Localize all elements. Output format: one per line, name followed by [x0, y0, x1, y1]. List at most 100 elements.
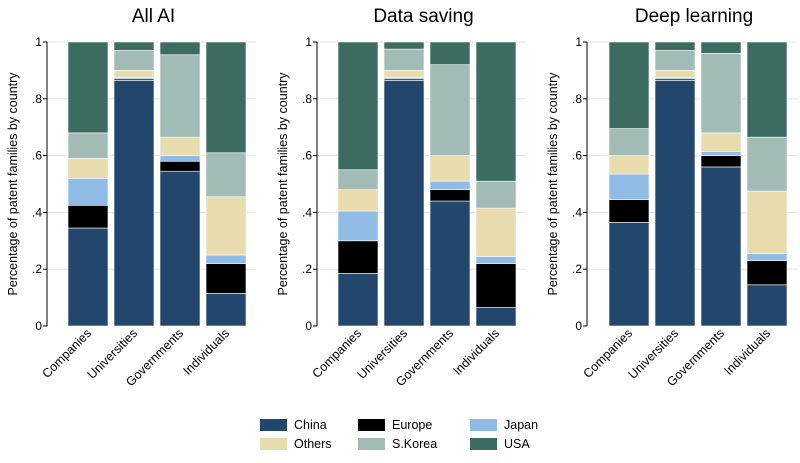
- bar-segment: [475, 180, 517, 209]
- legend-item: Europe: [358, 418, 432, 432]
- bar-segment: [113, 80, 155, 327]
- bar-segment: [654, 50, 696, 71]
- category-label: Individuals: [180, 326, 232, 378]
- bar-segment: [700, 166, 742, 327]
- chart-panel-2: Data saving 0 .2 .4 .6 .8 1 Percentage of paten…: [276, 6, 526, 389]
- y-tick-label: 1: [305, 35, 312, 49]
- bar-segment: [205, 254, 247, 264]
- bar-segment: [475, 207, 517, 257]
- bar-segment: [475, 41, 517, 182]
- chart-panel-1: All AI 0 .2 .4 .6 .8 1 Percentage of patent fam…: [6, 6, 256, 389]
- bar-segment: [205, 196, 247, 256]
- bar-segment: [159, 170, 201, 327]
- y-tick-label: 0: [305, 319, 312, 333]
- bar-segment: [159, 54, 201, 138]
- bar-segment: [608, 155, 650, 175]
- legend-label: Japan: [504, 418, 538, 432]
- chart-panels: All AI 0 .2 .4 .6 .8 1 Percentage of patent fam…: [6, 6, 797, 389]
- bar-segment: [337, 169, 379, 190]
- legend-swatch: [470, 438, 497, 450]
- chart-panel-3: Deep learning 0 .2 .4 .6 .8 1 Percentage of pat…: [546, 6, 797, 389]
- legend-label: China: [294, 418, 327, 432]
- bar-segment: [67, 41, 109, 134]
- bar-segment: [608, 222, 650, 327]
- bar-segment: [608, 199, 650, 223]
- bar-segment: [429, 64, 471, 156]
- bar-segment: [67, 178, 109, 206]
- legend-item: USA: [470, 437, 530, 451]
- y-tick-label: .6: [32, 149, 42, 163]
- bar-segment: [746, 284, 788, 327]
- bar-segment: [746, 41, 788, 138]
- bar-segment: [337, 273, 379, 327]
- y-axis-label: Percentage of patent families by country: [6, 72, 20, 296]
- bar-segment: [654, 41, 696, 51]
- legend-swatch: [358, 438, 385, 450]
- bar-segment: [159, 160, 201, 172]
- y-tick-label: 0: [575, 319, 582, 333]
- bar-segment: [337, 41, 379, 171]
- y-axis-label: Percentage of patent families by country: [546, 72, 560, 296]
- bar-segment: [654, 70, 696, 78]
- y-tick-label: .8: [572, 92, 582, 106]
- bar-segment: [67, 205, 109, 229]
- bar-segment: [700, 151, 742, 156]
- bar-segment: [608, 128, 650, 156]
- bar-segment: [383, 41, 425, 50]
- bar-segment: [337, 189, 379, 212]
- y-tick-label: .2: [572, 262, 582, 276]
- chart-title: Deep learning: [635, 6, 753, 27]
- legend-swatch: [260, 438, 287, 450]
- y-tick-label: .2: [32, 262, 42, 276]
- bar-segment: [475, 263, 517, 308]
- y-tick-label: .8: [32, 92, 42, 106]
- y-tick-label: .4: [32, 205, 42, 219]
- y-tick-label: 0: [35, 319, 42, 333]
- bar-segment: [429, 155, 471, 182]
- bar-segment: [608, 173, 650, 200]
- bar-segment: [700, 53, 742, 134]
- chart-title: All AI: [132, 6, 175, 27]
- legend-label: Others: [294, 437, 332, 451]
- legend-label: S.Korea: [392, 437, 437, 451]
- y-tick-label: .2: [302, 262, 312, 276]
- bar-segment: [205, 263, 247, 294]
- bar-segment: [429, 189, 471, 202]
- bar-segment: [113, 50, 155, 71]
- bar-segment: [159, 136, 201, 156]
- y-tick-label: .6: [302, 149, 312, 163]
- legend: China Europe Japan Others S.Korea USA: [260, 418, 538, 451]
- y-tick-label: 1: [35, 35, 42, 49]
- bar-segment: [205, 293, 247, 327]
- legend-swatch: [260, 419, 287, 431]
- category-label: Individuals: [721, 326, 773, 378]
- bar-segment: [159, 155, 201, 162]
- chart-title: Data saving: [373, 6, 473, 27]
- legend-swatch: [358, 419, 385, 431]
- y-tick-label: 1: [575, 35, 582, 49]
- bar-segment: [113, 41, 155, 51]
- legend-label: Europe: [392, 418, 432, 432]
- bar-segment: [429, 180, 471, 190]
- bar-segment: [475, 256, 517, 264]
- bar-segment: [383, 70, 425, 78]
- y-axis-label: Percentage of patent families by country: [276, 72, 290, 296]
- bar-segment: [337, 210, 379, 242]
- legend-item: S.Korea: [358, 437, 437, 451]
- bar-segment: [608, 41, 650, 129]
- bar-segment: [67, 227, 109, 327]
- bar-segment: [475, 307, 517, 327]
- legend-item: Others: [260, 437, 332, 451]
- bar-segment: [700, 41, 742, 54]
- bar-segment: [429, 41, 471, 66]
- category-label: Individuals: [450, 326, 502, 378]
- bar-segment: [654, 80, 696, 327]
- bar-segment: [113, 70, 155, 78]
- bar-segment: [746, 253, 788, 261]
- bar-segment: [700, 132, 742, 152]
- legend-item: Japan: [470, 418, 538, 432]
- legend-item: China: [260, 418, 327, 432]
- y-tick-label: .4: [302, 205, 312, 219]
- bar-segment: [383, 80, 425, 327]
